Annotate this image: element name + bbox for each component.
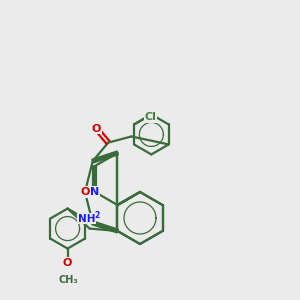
Text: N: N (90, 187, 100, 197)
Text: O: O (92, 124, 101, 134)
Text: O: O (80, 187, 90, 197)
Text: NH: NH (78, 214, 95, 224)
Text: Cl: Cl (144, 112, 156, 122)
Text: O: O (63, 258, 72, 268)
Text: CH₃: CH₃ (59, 274, 78, 285)
Text: 2: 2 (95, 212, 100, 220)
